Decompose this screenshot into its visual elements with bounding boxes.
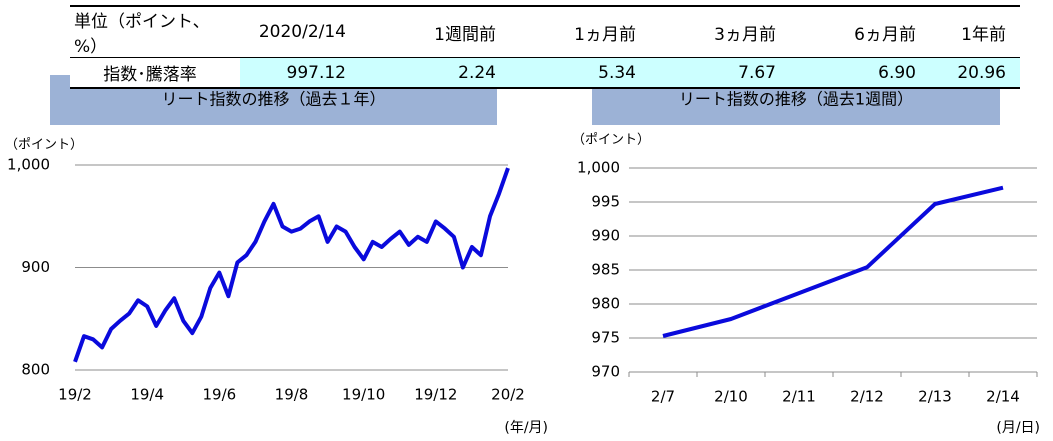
- y-axis-label: （ポイント）: [572, 133, 650, 148]
- y-tick-label: 900: [21, 258, 50, 276]
- x-tick-label: 2/7: [651, 388, 675, 406]
- data-row: 指数･騰落率 997.12 2.24 5.34 7.67 6.90 20.96: [70, 57, 1020, 88]
- cell: 20.96: [930, 57, 1020, 88]
- x-tick-label: 20/2: [491, 386, 525, 404]
- row-label: 指数･騰落率: [70, 57, 240, 88]
- summary-table: 単位（ポイント、%） 2020/2/14 1週間前 1ヵ月前 3ヵ月前 6ヵ月前…: [70, 5, 1020, 89]
- x-axis-label: (月/日): [996, 420, 1040, 436]
- x-tick-label: 2/12: [850, 388, 884, 406]
- x-tick-label: 19/6: [202, 386, 236, 404]
- y-tick-label: 1,000: [7, 156, 50, 174]
- cell: 5.34: [510, 57, 650, 88]
- x-tick-label: 19/8: [275, 386, 309, 404]
- x-axis-label: (年/月): [504, 420, 548, 436]
- header-cell: 3ヵ月前: [650, 6, 790, 58]
- header-cell: 1ヵ月前: [510, 6, 650, 58]
- chart-title: リート指数の推移（過去1週間）: [679, 90, 913, 109]
- chart-title: リート指数の推移（過去１年）: [161, 90, 385, 109]
- x-tick-label: 2/10: [714, 388, 748, 406]
- header-row: 単位（ポイント、%） 2020/2/14 1週間前 1ヵ月前 3ヵ月前 6ヵ月前…: [70, 6, 1020, 58]
- x-tick-label: 2/11: [782, 388, 816, 406]
- header-cell: 2020/2/14: [240, 6, 360, 58]
- x-tick-label: 19/2: [58, 386, 92, 404]
- y-tick-label: 800: [21, 361, 50, 379]
- y-tick-label: 990: [591, 227, 620, 245]
- x-tick-label: 19/10: [342, 386, 385, 404]
- y-tick-label: 975: [591, 329, 620, 347]
- x-tick-label: 19/12: [414, 386, 457, 404]
- cell: 7.67: [650, 57, 790, 88]
- cell: 997.12: [240, 57, 360, 88]
- cell: 6.90: [790, 57, 930, 88]
- x-tick-label: 2/13: [918, 388, 952, 406]
- y-axis-label: （ポイント）: [5, 138, 83, 153]
- y-tick-label: 1,000: [577, 159, 620, 177]
- y-tick-label: 970: [591, 363, 620, 381]
- header-cell: 単位（ポイント、%）: [70, 6, 240, 58]
- header-cell: 1週間前: [360, 6, 510, 58]
- x-tick-label: 19/4: [130, 386, 164, 404]
- series-line: [662, 185, 1004, 338]
- x-tick-label: 2/14: [986, 388, 1020, 406]
- y-tick-label: 985: [591, 261, 620, 279]
- series-line: [73, 167, 510, 363]
- header-cell: 1年前: [930, 6, 1020, 58]
- y-tick-label: 995: [591, 193, 620, 211]
- header-cell: 6ヵ月前: [790, 6, 930, 58]
- y-tick-label: 980: [591, 295, 620, 313]
- cell: 2.24: [360, 57, 510, 88]
